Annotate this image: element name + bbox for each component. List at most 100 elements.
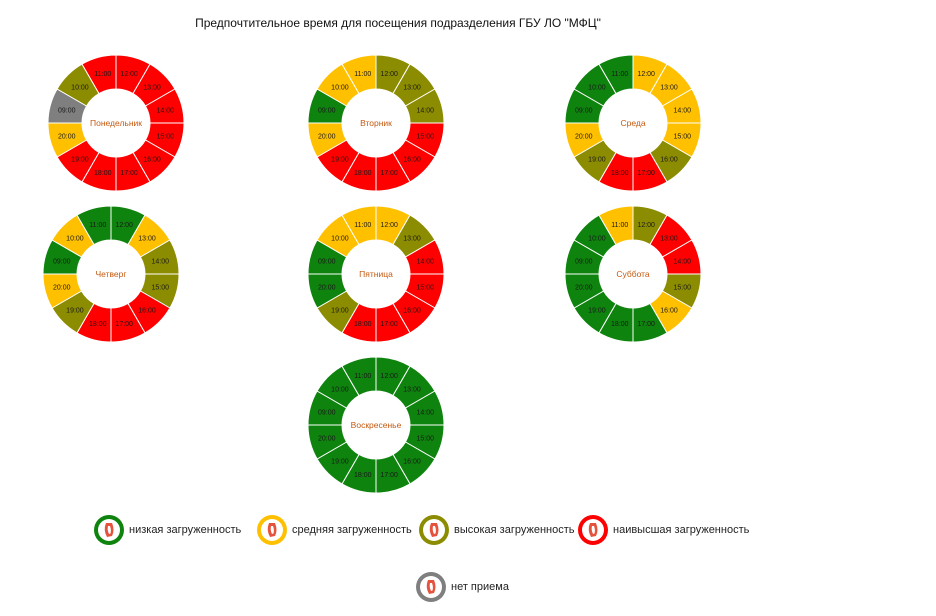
donut-slice-label: 09:00 bbox=[318, 107, 336, 114]
donut-slice-label: 16:00 bbox=[403, 157, 421, 164]
donut-slice-label: 14:00 bbox=[156, 107, 174, 114]
donut-slice-label: 15:00 bbox=[416, 436, 434, 443]
donut-slice-label: 10:00 bbox=[331, 386, 349, 393]
donut-slice-label: 10:00 bbox=[71, 84, 89, 91]
donut-slice-label: 10:00 bbox=[66, 235, 84, 242]
donut-slice-label: 16:00 bbox=[143, 157, 161, 164]
donut-slice-label: 13:00 bbox=[403, 84, 421, 91]
donut-slice-label: 16:00 bbox=[403, 308, 421, 315]
donut-slice-label: 13:00 bbox=[660, 235, 678, 242]
donut-slice-label: 19:00 bbox=[71, 157, 89, 164]
donut-slice-label: 19:00 bbox=[331, 308, 349, 315]
donut-slice-label: 11:00 bbox=[354, 373, 371, 380]
donut-slice-label: 17:00 bbox=[120, 170, 138, 177]
legend-item-highest: наивысшая загруженность bbox=[577, 514, 749, 546]
donut-slice-label: 11:00 bbox=[354, 222, 371, 229]
donut-slice-label: 12:00 bbox=[637, 71, 655, 78]
donut-slice-label: 20:00 bbox=[318, 134, 336, 141]
legend-label: низкая загруженность bbox=[129, 524, 242, 536]
donut-slice-label: 17:00 bbox=[115, 321, 133, 328]
donut-slice-label: 11:00 bbox=[354, 71, 371, 78]
mfc-logo-icon bbox=[578, 515, 608, 545]
donut-chart-1: 12:00 13:00 14:00 15:00 16:00 17:00 18:00 19:00… bbox=[47, 54, 185, 192]
donut-slice-label: 09:00 bbox=[575, 258, 593, 265]
donut-slice-label: 09:00 bbox=[53, 258, 71, 265]
legend-item-high: высокая загруженность bbox=[418, 514, 574, 546]
donut-slice-label: 15:00 bbox=[416, 285, 434, 292]
day-label: Вторник bbox=[360, 118, 392, 128]
donut-slice-label: 14:00 bbox=[416, 409, 434, 416]
legend-item-low: низкая загруженность bbox=[93, 514, 241, 546]
donut-slice-label: 11:00 bbox=[94, 71, 111, 78]
donut-hole bbox=[342, 391, 410, 459]
donut-hole bbox=[342, 89, 410, 157]
donut-slice-label: 10:00 bbox=[331, 235, 349, 242]
donut-slice-label: 16:00 bbox=[403, 459, 421, 466]
donut-slice-1100 bbox=[341, 205, 377, 246]
donut-chart-6: 12:00 13:00 14:00 15:00 16:00 17:00 18:00 19:00… bbox=[564, 205, 702, 343]
donut-slice-label: 13:00 bbox=[143, 84, 161, 91]
donut-slice-label: 16:00 bbox=[660, 157, 678, 164]
donut-slice-label: 12:00 bbox=[120, 71, 138, 78]
page-title: Предпочтительное время для посещения под… bbox=[195, 16, 601, 30]
donut-slice-label: 15:00 bbox=[416, 134, 434, 141]
donut-slice-label: 17:00 bbox=[380, 472, 398, 479]
day-label: Воскресенье bbox=[351, 420, 402, 430]
legend-label: наивысшая загруженность bbox=[613, 524, 750, 536]
donut-slice-label: 10:00 bbox=[331, 84, 349, 91]
donut-slice-1100 bbox=[341, 356, 377, 397]
day-label: Пятница bbox=[359, 269, 393, 279]
donut-slice-label: 13:00 bbox=[403, 386, 421, 393]
donut-slice-label: 20:00 bbox=[575, 134, 593, 141]
donut-slice-label: 10:00 bbox=[588, 235, 606, 242]
donut-slice-label: 18:00 bbox=[611, 170, 629, 177]
donut-slice-label: 14:00 bbox=[416, 258, 434, 265]
donut-slice-label: 15:00 bbox=[673, 285, 691, 292]
donut-slice-label: 13:00 bbox=[660, 84, 678, 91]
donut-hole bbox=[82, 89, 150, 157]
donut-slice-label: 19:00 bbox=[331, 157, 349, 164]
day-label: Суббота bbox=[616, 269, 650, 279]
donut-slice-label: 15:00 bbox=[151, 285, 169, 292]
donut-chart-4: 12:00 13:00 14:00 15:00 16:00 17:00 18:00 19:00… bbox=[42, 205, 180, 343]
donut-slice-label: 16:00 bbox=[138, 308, 156, 315]
donut-slice-label: 15:00 bbox=[156, 134, 174, 141]
donut-slice-label: 20:00 bbox=[318, 285, 336, 292]
donut-slice-1100 bbox=[81, 54, 117, 95]
donut-slice-1100 bbox=[76, 205, 112, 246]
mfc-logo-icon bbox=[257, 515, 287, 545]
donut-slice-label: 12:00 bbox=[380, 222, 398, 229]
donut-slice-label: 20:00 bbox=[58, 134, 76, 141]
donut-slice-label: 18:00 bbox=[354, 170, 372, 177]
donut-slice-label: 11:00 bbox=[89, 222, 106, 229]
legend-label: нет приема bbox=[451, 581, 509, 593]
legend-item-medium: средняя загруженность bbox=[256, 514, 412, 546]
donut-slice-label: 19:00 bbox=[66, 308, 84, 315]
mfc-logo-icon bbox=[416, 572, 446, 602]
donut-slice-1100 bbox=[598, 205, 634, 246]
donut-slice-label: 18:00 bbox=[611, 321, 629, 328]
donut-slice-label: 10:00 bbox=[588, 84, 606, 91]
donut-slice-label: 18:00 bbox=[354, 321, 372, 328]
day-label: Среда bbox=[620, 118, 645, 128]
donut-slice-label: 11:00 bbox=[611, 222, 628, 229]
donut-slice-label: 19:00 bbox=[588, 157, 606, 164]
donut-slice-label: 15:00 bbox=[673, 134, 691, 141]
donut-hole bbox=[599, 89, 667, 157]
donut-slice-label: 17:00 bbox=[637, 170, 655, 177]
donut-slice-label: 20:00 bbox=[53, 285, 71, 292]
donut-slice-label: 09:00 bbox=[318, 258, 336, 265]
donut-slice-label: 14:00 bbox=[673, 258, 691, 265]
donut-slice-label: 14:00 bbox=[416, 107, 434, 114]
donut-slice-label: 18:00 bbox=[354, 472, 372, 479]
donut-slice-label: 14:00 bbox=[151, 258, 169, 265]
donut-slice-label: 19:00 bbox=[331, 459, 349, 466]
donut-slice-label: 20:00 bbox=[318, 436, 336, 443]
donut-hole bbox=[77, 240, 145, 308]
donut-slice-label: 13:00 bbox=[403, 235, 421, 242]
donut-slice-label: 17:00 bbox=[380, 170, 398, 177]
donut-slice-label: 11:00 bbox=[611, 71, 628, 78]
donut-slice-label: 16:00 bbox=[660, 308, 678, 315]
donut-slice-label: 12:00 bbox=[380, 71, 398, 78]
